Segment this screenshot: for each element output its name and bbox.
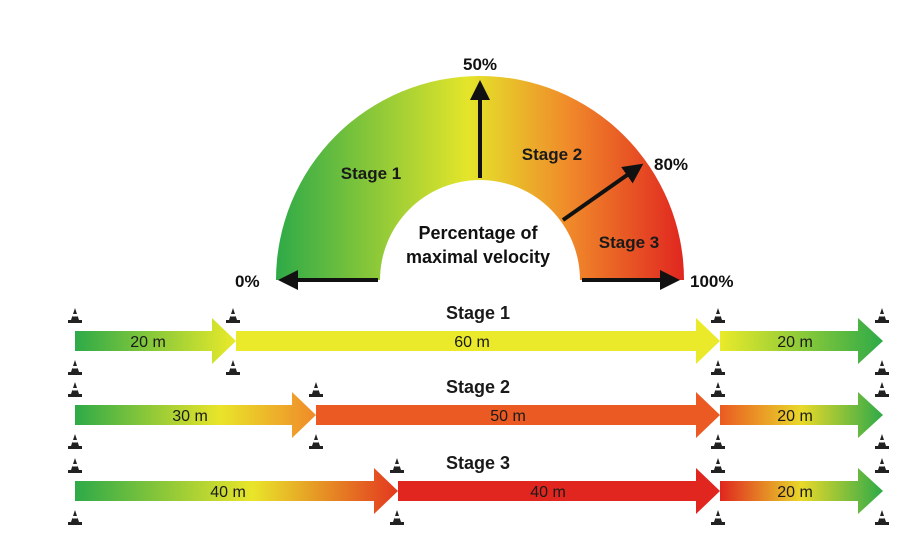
cone-markers <box>68 308 889 525</box>
traffic-cone-icon <box>875 510 889 525</box>
traffic-cone-icon <box>875 434 889 449</box>
traffic-cone-icon <box>711 510 725 525</box>
segment-label: 30 m <box>172 408 208 425</box>
traffic-cone-icon <box>390 458 404 473</box>
traffic-cone-icon <box>68 382 82 397</box>
traffic-cone-icon <box>309 434 323 449</box>
traffic-cone-icon <box>309 382 323 397</box>
traffic-cone-icon <box>711 382 725 397</box>
segment-arrow-acceleration <box>75 468 398 514</box>
traffic-cone-icon <box>875 382 889 397</box>
traffic-cone-icon <box>711 308 725 323</box>
tick-label-0: 0% <box>235 272 260 291</box>
tick-label-50: 50% <box>463 55 497 74</box>
traffic-cone-icon <box>68 434 82 449</box>
stage-row-title: Stage 1 <box>446 303 510 323</box>
segment-label: 50 m <box>490 408 526 425</box>
traffic-cone-icon <box>875 458 889 473</box>
segment-label: 40 m <box>210 484 246 501</box>
traffic-cone-icon <box>711 434 725 449</box>
segment-label: 60 m <box>454 334 490 351</box>
segment-label: 20 m <box>777 408 813 425</box>
tick-label-80: 80% <box>654 155 688 174</box>
traffic-cone-icon <box>390 510 404 525</box>
segment-label: 20 m <box>777 334 813 351</box>
stage-row-2: Stage 2 30 m 50 m 20 m <box>75 377 883 438</box>
segment-label: 40 m <box>530 484 566 501</box>
velocity-gauge: 0% 50% 80% 100% Stage 1 Stage 2 Stage 3 … <box>235 55 733 291</box>
stage-row-title: Stage 2 <box>446 377 510 397</box>
gauge-caption-line-1: Percentage of <box>418 223 538 243</box>
gauge-caption-line-2: maximal velocity <box>406 247 550 267</box>
tick-label-100: 100% <box>690 272 733 291</box>
segment-arrow-acceleration <box>75 392 316 438</box>
sector-label-stage-1: Stage 1 <box>341 164 401 183</box>
segment-arrow-maximal <box>398 468 720 514</box>
traffic-cone-icon <box>711 458 725 473</box>
segment-arrow-maximal <box>316 392 720 438</box>
segment-arrow-deceleration <box>720 318 883 364</box>
segment-arrow-deceleration <box>720 392 883 438</box>
traffic-cone-icon <box>68 510 82 525</box>
stage-row-1: Stage 1 20 m 60 m 20 m <box>75 303 883 364</box>
segment-arrow-acceleration <box>75 318 236 364</box>
stage-row-3: Stage 3 40 m 40 m 20 m <box>75 453 883 514</box>
sector-label-stage-2: Stage 2 <box>522 145 582 164</box>
segment-label: 20 m <box>130 334 166 351</box>
traffic-cone-icon <box>226 360 240 375</box>
segment-label: 20 m <box>777 484 813 501</box>
traffic-cone-icon <box>68 360 82 375</box>
traffic-cone-icon <box>875 308 889 323</box>
segment-arrow-maximal <box>236 318 720 364</box>
traffic-cone-icon <box>68 308 82 323</box>
traffic-cone-icon <box>711 360 725 375</box>
traffic-cone-icon <box>226 308 240 323</box>
traffic-cone-icon <box>875 360 889 375</box>
segment-arrow-deceleration <box>720 468 883 514</box>
stage-row-title: Stage 3 <box>446 453 510 473</box>
sector-label-stage-3: Stage 3 <box>599 233 659 252</box>
traffic-cone-icon <box>68 458 82 473</box>
pointer-80-arrow <box>561 163 644 222</box>
